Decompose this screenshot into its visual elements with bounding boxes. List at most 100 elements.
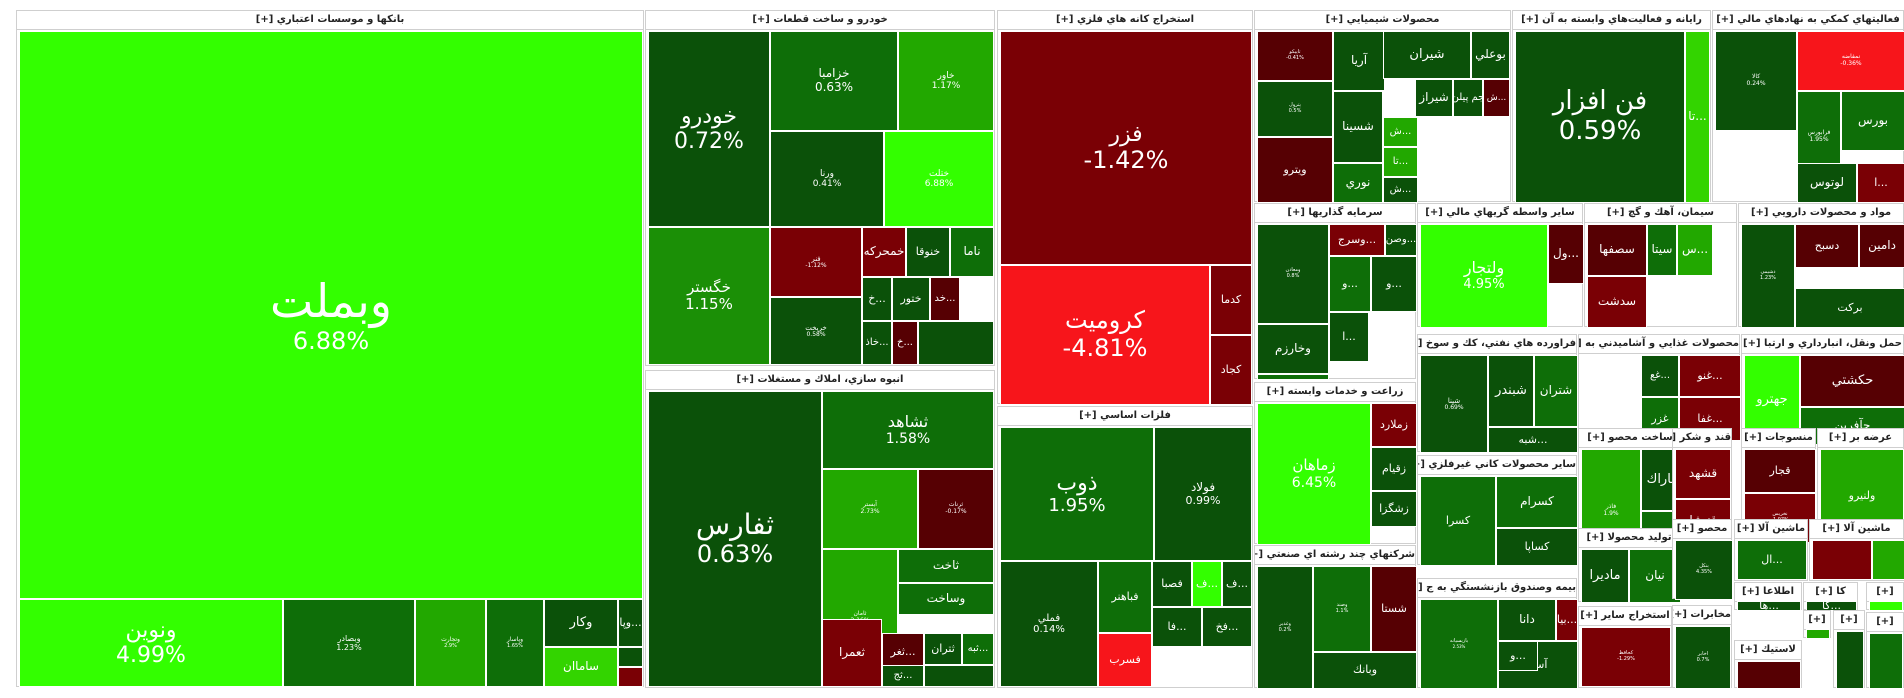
- sector-title[interactable]: بانکها و موسسات اعتباري [+]: [17, 11, 643, 30]
- stock-tile[interactable]: وخارزم: [1257, 324, 1329, 374]
- stock-tile[interactable]: شبه...: [1488, 427, 1578, 453]
- stock-tile[interactable]: سيتا: [1647, 224, 1677, 276]
- stock-tile[interactable]: ثبه...: [962, 633, 994, 665]
- stock-tile[interactable]: وصن...: [1385, 224, 1417, 256]
- stock-tile[interactable]: ش...: [1383, 177, 1418, 203]
- stock-tile[interactable]: دامين: [1859, 224, 1904, 268]
- sector-title[interactable]: ماشين آلا [+]: [1735, 520, 1807, 539]
- stock-tile[interactable]: بركت: [1795, 288, 1904, 328]
- stock-tile[interactable]: كروميت -4.81%: [1000, 265, 1210, 405]
- stock-tile[interactable]: سدشت: [1587, 276, 1647, 328]
- stock-tile[interactable]: كسرام: [1496, 476, 1578, 528]
- stock-tile[interactable]: وبصادر 1.23%: [283, 599, 415, 687]
- stock-tile[interactable]: ثعمرا: [822, 619, 882, 687]
- stock-tile[interactable]: وسرج...: [1329, 224, 1385, 256]
- sector-title[interactable]: استخراج ساير [+]: [1579, 607, 1671, 626]
- stock-tile[interactable]: بنكل 4.35%: [1675, 540, 1733, 600]
- sector-title[interactable]: محصولات غذايي و آشاميدني به [+]: [1579, 335, 1739, 354]
- sector-title[interactable]: كا [+]: [1804, 583, 1857, 602]
- sector-title[interactable]: سيمان، آهك و گچ [+]: [1585, 204, 1736, 223]
- stock-tile[interactable]: كجاد: [1210, 335, 1252, 405]
- sector-title[interactable]: حمل ونقل، انبارداري و ارتبا [+]: [1742, 335, 1903, 354]
- stock-tile[interactable]: وبانك: [1313, 652, 1417, 689]
- stock-tile[interactable]: فصبا: [1152, 561, 1192, 607]
- stock-tile[interactable]: تاپيكو -0.41%: [1257, 31, 1333, 81]
- stock-tile[interactable]: نمفاضه -0.36%: [1797, 31, 1904, 91]
- stock-tile[interactable]: ثغر...: [882, 633, 924, 671]
- stock-tile[interactable]: ا...: [1329, 312, 1369, 362]
- stock-tile[interactable]: [1812, 540, 1872, 580]
- stock-tile[interactable]: خودرو 0.72%: [648, 31, 770, 227]
- stock-tile[interactable]: [1257, 374, 1329, 380]
- stock-tile[interactable]: خاور 1.17%: [898, 31, 994, 131]
- stock-tile[interactable]: خزامبا 0.63%: [770, 31, 898, 131]
- sector-title[interactable]: لاستيك [+]: [1735, 641, 1801, 660]
- stock-tile[interactable]: آريا: [1333, 31, 1385, 91]
- stock-tile[interactable]: [1872, 540, 1904, 580]
- stock-tile[interactable]: وساخت: [898, 583, 994, 615]
- stock-tile[interactable]: كسرا: [1420, 476, 1496, 566]
- stock-tile[interactable]: و...: [1371, 256, 1417, 312]
- sector-title[interactable]: محصولات شيميايي [+]: [1255, 11, 1510, 30]
- stock-tile[interactable]: كساپا: [1496, 528, 1578, 566]
- sector-title[interactable]: مواد و محصولات دارويي [+]: [1739, 204, 1903, 223]
- stock-tile[interactable]: فولاد 0.99%: [1154, 427, 1252, 561]
- sector-title[interactable]: ساير واسطه گريهاي مالي [+]: [1418, 204, 1582, 223]
- sector-title[interactable]: قند و شكر [+]: [1673, 429, 1731, 448]
- stock-tile[interactable]: لوتوس: [1797, 163, 1857, 203]
- stock-tile[interactable]: خگستر 1.15%: [648, 227, 770, 365]
- stock-tile[interactable]: ويترو: [1257, 137, 1333, 203]
- stock-tile[interactable]: فخ...: [1202, 607, 1252, 647]
- stock-tile[interactable]: ثج...: [882, 665, 924, 687]
- sector-title[interactable]: مخابرات [+]: [1673, 606, 1731, 625]
- sector-title[interactable]: شركتهاي چند رشته اي صنعتي [+]: [1255, 546, 1415, 565]
- stock-tile[interactable]: وصند 1.1%: [1313, 566, 1371, 652]
- stock-tile[interactable]: ثرنات -0.17%: [918, 469, 994, 549]
- stock-tile[interactable]: شستا: [1371, 566, 1417, 652]
- stock-tile[interactable]: ا...: [1857, 163, 1904, 203]
- stock-tile[interactable]: زملارد: [1371, 403, 1417, 447]
- stock-tile[interactable]: كا...: [1806, 601, 1857, 611]
- sector-title[interactable]: محصو [+]: [1673, 520, 1731, 539]
- stock-tile[interactable]: ثاخت: [898, 549, 994, 583]
- stock-tile[interactable]: ف...: [1192, 561, 1222, 607]
- stock-tile[interactable]: خمحركه: [862, 227, 906, 277]
- stock-tile[interactable]: بوعلي: [1471, 31, 1510, 79]
- stock-tile[interactable]: فا...: [1152, 607, 1202, 647]
- sector-title[interactable]: بيمه وصندوق بازنشستگي به ج [+]: [1418, 579, 1576, 598]
- sector-title[interactable]: رايانه و فعاليت‌هاي وابسته به آن [+]: [1513, 11, 1710, 30]
- stock-tile[interactable]: فملي 0.14%: [1000, 561, 1098, 687]
- stock-tile[interactable]: [924, 665, 994, 687]
- stock-tile[interactable]: [618, 647, 643, 667]
- stock-tile[interactable]: [1806, 629, 1830, 639]
- stock-tile[interactable]: دسبح: [1795, 224, 1859, 268]
- stock-tile[interactable]: حكشتي: [1800, 355, 1904, 407]
- stock-tile[interactable]: خريخت 0.58%: [770, 297, 862, 365]
- stock-tile[interactable]: كحافظ -1.29%: [1581, 627, 1671, 687]
- stock-tile[interactable]: سصفها: [1587, 224, 1647, 276]
- stock-tile[interactable]: زماهان 6.45%: [1257, 403, 1371, 545]
- sector-title[interactable]: توليد محصولا [+]: [1579, 529, 1679, 548]
- stock-tile[interactable]: زشگزا: [1371, 491, 1417, 527]
- stock-tile[interactable]: [618, 667, 643, 687]
- stock-tile[interactable]: س...: [1677, 224, 1713, 276]
- stock-tile[interactable]: كالا 0.24%: [1715, 31, 1797, 131]
- stock-tile[interactable]: ها...: [1737, 601, 1801, 611]
- stock-tile[interactable]: ساماان: [544, 647, 618, 687]
- sector-title[interactable]: عرضه بر [+]: [1818, 429, 1903, 448]
- sector-title[interactable]: فلزات اساسي [+]: [998, 407, 1252, 426]
- stock-tile[interactable]: تا...: [1383, 147, 1418, 177]
- stock-tile[interactable]: ختور: [892, 277, 930, 321]
- stock-tile[interactable]: ول...: [1548, 224, 1584, 284]
- stock-tile[interactable]: شتران: [1534, 355, 1578, 427]
- stock-tile[interactable]: شيران: [1383, 31, 1471, 79]
- stock-tile[interactable]: ناما: [950, 227, 994, 277]
- sector-title[interactable]: استخراج كانه هاي فلزي [+]: [998, 11, 1252, 30]
- sector-title[interactable]: فراورده هاي نفتي، كك و سوخ [+]: [1418, 335, 1576, 354]
- stock-tile[interactable]: وتجارت 2.9%: [415, 599, 486, 687]
- sector-title[interactable]: [+]: [1834, 611, 1864, 630]
- stock-tile[interactable]: جم پيلن: [1453, 79, 1483, 117]
- sector-title[interactable]: [+]: [1867, 613, 1903, 632]
- sector-title[interactable]: [+]: [1867, 583, 1903, 602]
- stock-tile[interactable]: ماديرا: [1581, 549, 1629, 603]
